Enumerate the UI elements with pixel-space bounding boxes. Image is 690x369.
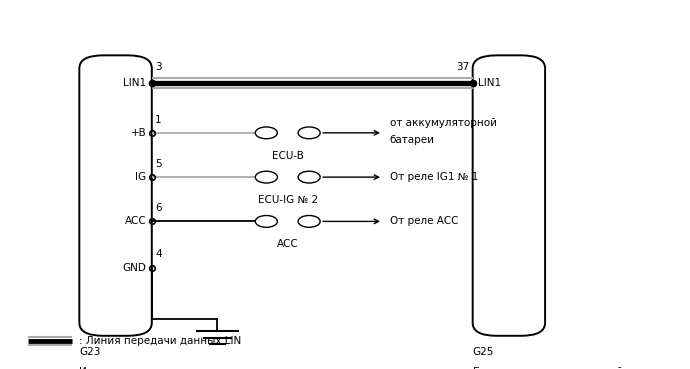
Text: LIN1: LIN1 [123,78,146,88]
Text: 5: 5 [155,159,162,169]
Text: ACC: ACC [277,239,299,249]
Text: 6: 6 [155,203,162,213]
Text: G25: G25 [473,347,494,357]
Text: +B: +B [130,128,146,138]
Text: ECU-B: ECU-B [272,151,304,161]
Text: LIN1: LIN1 [478,78,502,88]
Text: батареи: батареи [390,135,435,145]
Text: : Линия передачи данных LIN: : Линия передачи данных LIN [79,335,242,346]
Text: 1: 1 [155,115,162,125]
Text: G23: G23 [79,347,101,357]
Text: От реле IG1 № 1: От реле IG1 № 1 [390,172,478,182]
Text: Блок управления системой
кондиционирования: Блок управления системой кондиционирован… [473,367,623,369]
Text: GND: GND [122,262,146,273]
Text: Интегрированная панель
управления в сборе: Интегрированная панель управления в сбор… [79,367,220,369]
Text: 37: 37 [456,62,469,72]
Text: От реле ACC: От реле ACC [390,216,458,227]
Text: ACC: ACC [124,216,146,227]
Text: 4: 4 [155,249,162,259]
Text: от аккумуляторной: от аккумуляторной [390,118,497,128]
Text: 3: 3 [155,62,162,72]
Text: IG: IG [135,172,146,182]
Text: ECU-IG № 2: ECU-IG № 2 [257,195,318,205]
